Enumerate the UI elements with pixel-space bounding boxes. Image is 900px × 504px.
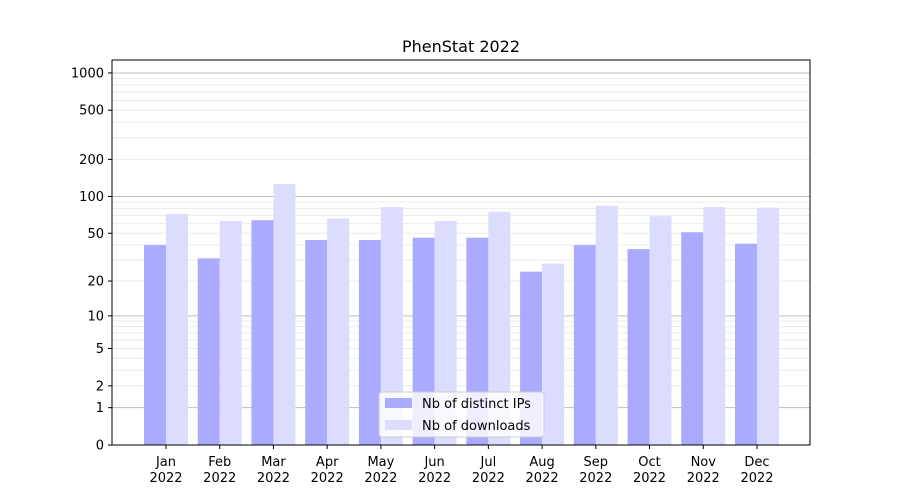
- x-tick-label-month: Jun: [423, 455, 444, 470]
- bar-ips: [197, 258, 220, 445]
- y-tick-label: 20: [87, 275, 104, 290]
- x-tick-label-month: Jan: [155, 455, 176, 470]
- x-tick-label-month: Nov: [691, 455, 717, 470]
- plot-frame: [111, 59, 811, 446]
- bar-downloads: [327, 218, 350, 445]
- legend-label-ips: Nb of distinct IPs: [422, 397, 531, 412]
- x-tick-label-month: Dec: [744, 455, 769, 470]
- bars: [144, 184, 779, 445]
- bar-ips: [358, 240, 381, 445]
- y-tick-label: 1: [96, 401, 104, 416]
- y-tick-label: 50: [87, 227, 104, 242]
- x-axis: Jan2022Feb2022Mar2022Apr2022May2022Jun20…: [149, 445, 774, 486]
- x-tick-label-year: 2022: [740, 471, 773, 486]
- y-tick-label: 1000: [71, 66, 104, 81]
- y-tick-label: 500: [79, 104, 104, 119]
- x-tick-label-year: 2022: [579, 471, 612, 486]
- x-tick-label-month: Aug: [529, 455, 554, 470]
- legend-swatch-downloads: [385, 420, 412, 430]
- x-tick-label-month: May: [367, 455, 394, 470]
- bar-downloads: [542, 263, 565, 445]
- bar-ips: [735, 243, 757, 445]
- x-tick-label-year: 2022: [633, 471, 666, 486]
- x-tick-label-year: 2022: [203, 471, 236, 486]
- bar-downloads: [434, 221, 457, 445]
- y-tick-label: 0: [96, 439, 104, 454]
- y-tick-label: 10: [87, 309, 104, 324]
- bar-ips: [305, 240, 328, 445]
- bar-downloads: [380, 207, 403, 445]
- x-tick-label-year: 2022: [526, 471, 559, 486]
- y-axis: 0 1 2 5 10 20 50 100 200 500 1000: [71, 66, 112, 454]
- x-tick-label-month: Feb: [208, 455, 231, 470]
- x-tick-label-year: 2022: [418, 471, 451, 486]
- bar-downloads: [166, 213, 188, 445]
- chart-title: PhenStat 2022: [402, 37, 520, 56]
- bar-downloads: [595, 205, 618, 445]
- bar-downloads: [757, 207, 779, 445]
- x-tick-label-year: 2022: [472, 471, 505, 486]
- legend-label-downloads: Nb of downloads: [422, 419, 531, 434]
- x-tick-label-year: 2022: [364, 471, 397, 486]
- x-tick-label-year: 2022: [311, 471, 344, 486]
- x-tick-label-year: 2022: [687, 471, 720, 486]
- bar-ips: [251, 220, 274, 445]
- bar-downloads: [703, 207, 726, 445]
- x-tick-label-month: Jul: [480, 455, 497, 470]
- x-tick-label-year: 2022: [257, 471, 290, 486]
- x-tick-label-year: 2022: [149, 471, 182, 486]
- bar-ips: [681, 232, 704, 445]
- legend-swatch-ips: [385, 398, 412, 408]
- y-tick-label: 200: [79, 153, 104, 168]
- bar-downloads: [488, 211, 511, 445]
- bar-ips: [627, 249, 650, 445]
- legend: Nb of distinct IPs Nb of downloads: [378, 391, 545, 438]
- x-tick-label-month: Apr: [316, 455, 339, 470]
- bar-downloads: [273, 184, 296, 445]
- x-tick-label-month: Sep: [584, 455, 609, 470]
- x-tick-label-month: Oct: [638, 455, 660, 470]
- x-tick-label-month: Mar: [261, 455, 286, 470]
- y-tick-label: 2: [96, 379, 104, 394]
- bar-downloads: [219, 221, 242, 445]
- y-tick-label: 5: [96, 342, 104, 357]
- y-tick-label: 100: [79, 190, 104, 205]
- bar-ips: [144, 245, 166, 445]
- bar-downloads: [649, 216, 672, 445]
- bar-ips: [573, 245, 596, 445]
